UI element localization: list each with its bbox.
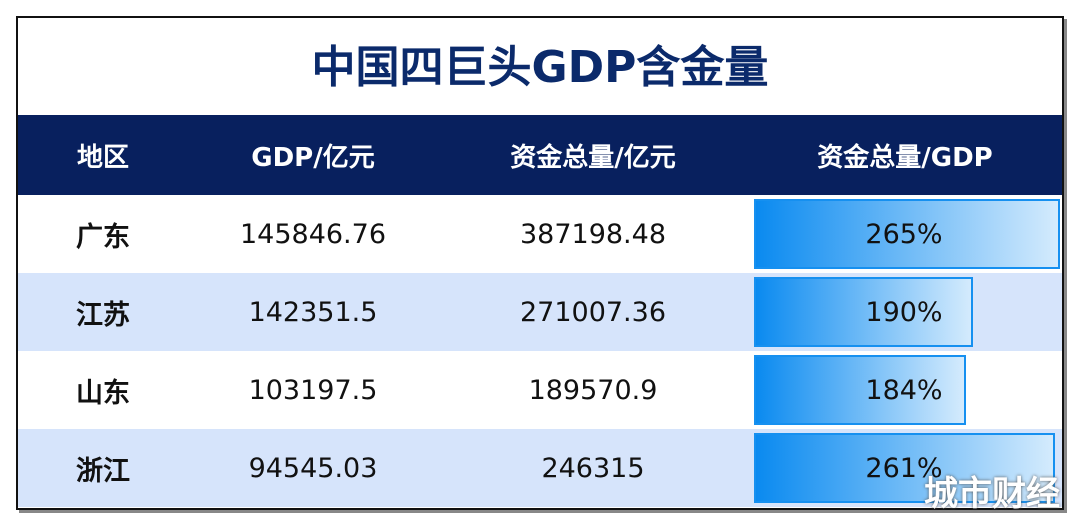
header-gdp: GDP/亿元 [251,142,375,173]
table-row: 江苏 142351.5 271007.36 190% [18,273,1062,351]
cell-funds: 271007.36 [519,296,666,328]
ratio-label: 184% [865,374,943,406]
ratio-label: 190% [865,296,943,328]
table-header: 地区 GDP/亿元 资金总量/亿元 资金总量/GDP [18,115,1062,195]
table-row: 浙江 94545.03 246315 261% [18,429,1062,507]
watermark: 城市财经 [924,474,1060,514]
ratio-label: 265% [865,218,943,250]
ratio-bar [754,433,1056,503]
table-row: 山东 103197.5 189570.9 184% [18,351,1062,429]
page-title: 中国四巨头GDP含金量 [311,42,769,93]
cell-region: 浙江 [76,455,130,487]
cell-funds: 189570.9 [528,374,658,406]
cell-ratio: 265% [748,195,1062,273]
cell-gdp: 103197.5 [248,374,378,406]
ratio-label: 261% [865,452,943,484]
header-funds: 资金总量/亿元 [510,142,676,173]
cell-gdp: 142351.5 [248,296,378,328]
ratio-bar [754,277,974,347]
cell-ratio: 184% [748,351,1062,429]
cell-ratio: 261% [748,429,1062,507]
ratio-bar [754,199,1060,269]
cell-gdp: 94545.03 [248,452,378,484]
header-ratio: 资金总量/GDP [817,142,993,173]
cell-region: 山东 [76,377,130,409]
cell-ratio: 190% [748,273,1062,351]
table-card: 中国四巨头GDP含金量 地区 GDP/亿元 资金总量/亿元 资金总量/GDP 广… [16,16,1064,510]
ratio-bar [754,355,967,425]
cell-region: 广东 [76,221,130,253]
cell-region: 江苏 [76,299,130,331]
cell-gdp: 145846.76 [239,218,386,250]
cell-funds: 387198.48 [519,218,666,250]
header-region: 地区 [76,142,129,173]
cell-funds: 246315 [541,452,645,484]
table-row: 广东 145846.76 387198.48 265% [18,195,1062,273]
